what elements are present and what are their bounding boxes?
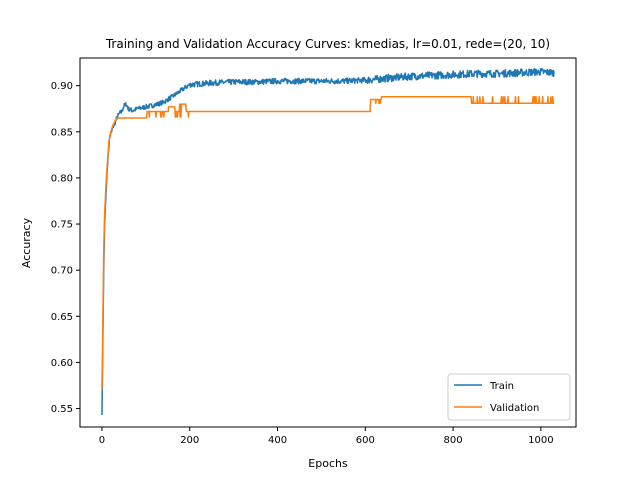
y-tick-label: 0.75 [51, 220, 73, 231]
y-tick-label: 0.90 [51, 81, 73, 92]
y-tick-label: 0.60 [51, 358, 73, 369]
y-tick-label: 0.65 [51, 312, 73, 323]
x-tick-label: 800 [444, 435, 463, 446]
series-line-validation [101, 96, 555, 391]
legend-label-validation: Validation [490, 403, 539, 414]
plot-frame [79, 57, 577, 428]
x-tick-label: 400 [268, 435, 287, 446]
x-tick-label: 600 [356, 435, 375, 446]
chart-title: Training and Validation Accuracy Curves:… [105, 37, 550, 51]
x-tick-label: 1000 [528, 435, 553, 446]
y-tick-label: 0.80 [51, 173, 73, 184]
x-axis-label: Epochs [308, 457, 348, 470]
legend: Train Validation [447, 373, 571, 421]
x-axis: 0 200 400 600 800 1000 [99, 427, 554, 446]
y-axis: 0.55 0.60 0.65 0.70 0.75 0.80 0.85 0.90 [51, 81, 80, 415]
x-tick-label: 0 [99, 435, 105, 446]
y-tick-label: 0.55 [51, 404, 73, 415]
y-tick-label: 0.70 [51, 266, 73, 277]
series-line-train [101, 67, 555, 416]
series-layer [101, 67, 555, 416]
y-axis-label: Accuracy [20, 217, 33, 268]
x-tick-label: 200 [180, 435, 199, 446]
legend-label-train: Train [489, 381, 514, 392]
y-tick-label: 0.85 [51, 127, 73, 138]
